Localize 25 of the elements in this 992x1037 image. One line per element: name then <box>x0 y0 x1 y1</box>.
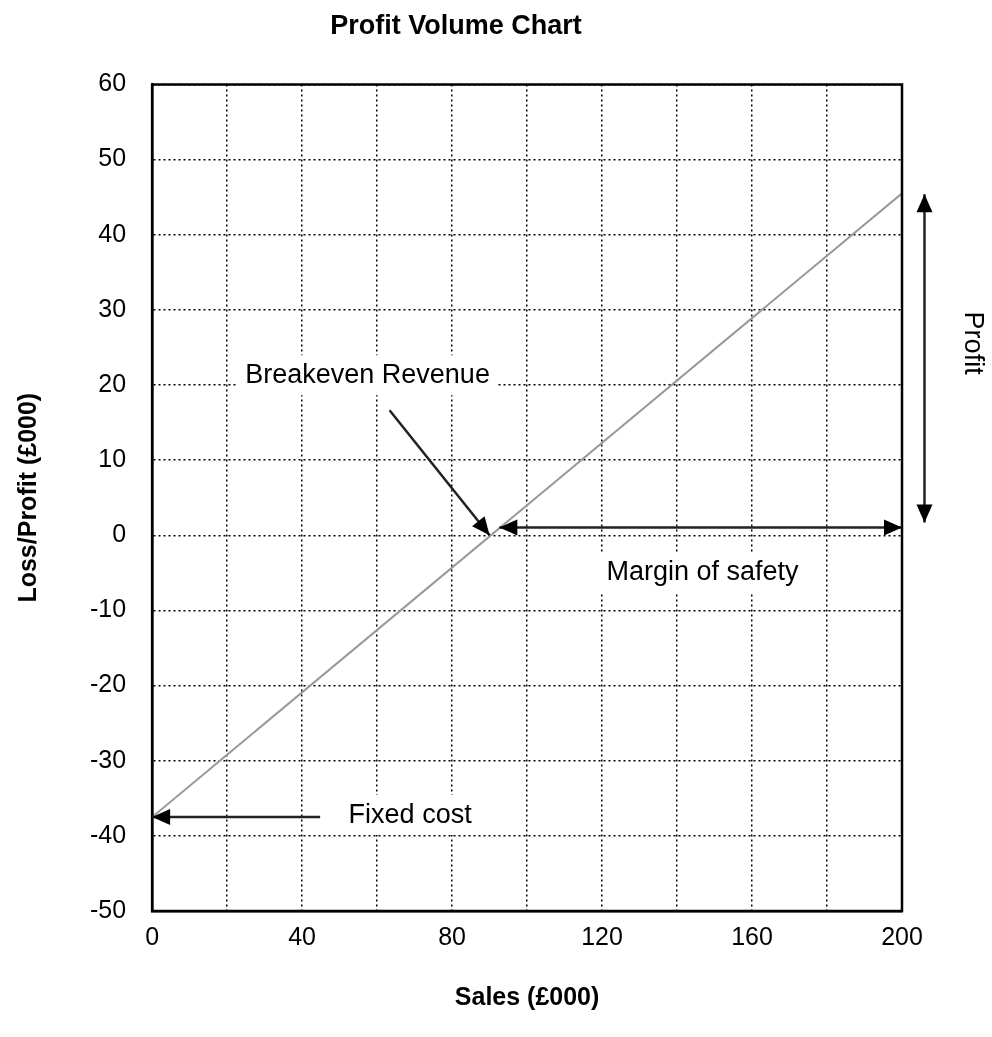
annotation: Margin of safety <box>606 555 800 586</box>
y-tick-label: -20 <box>89 669 127 698</box>
x-tick-label: 200 <box>881 921 923 950</box>
y-tick-label: -30 <box>89 744 127 773</box>
annotation: Breakeven Revenue <box>245 358 490 389</box>
x-axis-title: Sales (£000) <box>454 981 600 1010</box>
text: Profit <box>959 311 990 376</box>
annotation: Fixed cost <box>348 798 473 829</box>
x-tick-label: 160 <box>731 921 773 950</box>
y-tick-label: 30 <box>98 293 127 322</box>
chart-title: Profit Volume Chart <box>330 9 582 40</box>
y-tick-label: -40 <box>89 819 127 848</box>
x-tick-label: 40 <box>288 921 317 950</box>
y-tick-label: 10 <box>98 444 127 473</box>
y-tick-label: 0 <box>112 519 127 548</box>
y-tick-label: 40 <box>98 218 127 247</box>
x-tick-label: 0 <box>145 921 160 950</box>
y-tick-label: -50 <box>89 894 127 923</box>
y-axis-title: Loss/Profit (£000) <box>12 392 41 603</box>
x-tick-label: 80 <box>438 921 466 950</box>
y-tick-label: 60 <box>98 68 127 97</box>
y-tick-label: 50 <box>98 143 127 172</box>
y-tick-label: 20 <box>98 368 127 397</box>
y-tick-label: -10 <box>89 594 127 623</box>
x-tick-label: 120 <box>581 921 623 950</box>
